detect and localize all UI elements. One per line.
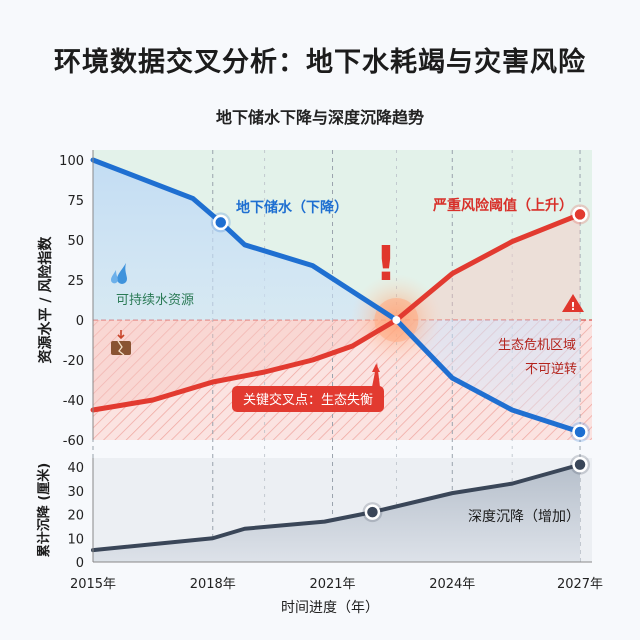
danger-zone-annotation: ! 生态危机区域 不可逆转 [498,294,584,377]
exclamation-icon: ! [375,236,397,292]
y-tick-label-top: 50 [67,234,84,249]
x-tick-label: 2021年 [309,577,355,592]
x-tick-label: 2015年 [70,577,116,592]
water-drops-icon [111,263,127,284]
safe-zone-annotation: 可持续水资源 [111,263,194,308]
y-axis-label-bottom: 累计沉降 (厘米) [36,463,52,557]
x-tick-label: 2018年 [190,577,236,592]
svg-text:!: ! [375,236,397,292]
cracked-ground-icon [111,330,131,356]
warning-triangle-icon: ! [562,294,584,313]
risk-line [90,211,583,413]
subsidence-point-end [572,456,588,473]
groundwater-line [90,157,583,435]
crossover-callout: 关键交叉点：生态失衡 [232,362,384,412]
risk-area [93,214,581,410]
y-tick-label-top: 25 [67,274,84,289]
y-axis-label-top: 资源水平 / 风险指数 [37,236,54,364]
x-axis-label: 时间进度（年） [281,600,379,616]
y-tick-label-top: 0 [76,314,84,329]
x-tick-label: 2024年 [429,577,475,592]
y-tick-label-bottom: 20 [67,509,84,524]
y-tick-label-bottom: 0 [76,556,84,571]
series-lines [90,157,583,553]
y-tick-label-bottom: 10 [67,532,84,547]
y-tick-label-top: 100 [59,154,84,169]
groundwater-area [93,160,581,432]
svg-text:!: ! [570,300,575,313]
y-tick-label-top: -40 [63,394,84,409]
series-label-risk: 严重风险阈值（上升） [432,197,573,214]
y-tick-label-top: 75 [67,194,84,209]
subsidence-line [91,462,583,553]
danger-zone-label-1: 生态危机区域 [498,338,576,353]
axes: 2015年 2018年 2021年 2024年 2027年1007550250-20-4… [59,150,603,592]
y-tick-label-top: -60 [63,434,84,449]
x-tick-label: 2027年 [557,577,603,592]
risk-point-end [572,206,588,223]
y-tick-label-bottom: 40 [67,461,84,476]
series-points [210,204,591,523]
crossover-label: 关键交叉点：生态失衡 [243,392,373,408]
series-label-subsidence: 深度沉降（增加） [468,509,580,525]
crossover-point [392,316,401,324]
danger-zone-label-2: 不可逆转 [525,361,577,377]
y-tick-label-top: -20 [63,354,84,369]
page-title: 环境数据交叉分析：地下水耗竭与灾害风险 [54,47,586,78]
chart-subtitle: 地下储水下降与深度沉降趋势 [215,108,424,127]
safe-zone-label: 可持续水资源 [116,293,194,308]
groundwater-point-2018 [212,214,229,231]
groundwater-point-end [572,424,588,440]
series-label-groundwater: 地下储水（下降） [236,199,348,216]
subsidence-point-mid [364,504,381,520]
y-tick-label-bottom: 30 [67,485,84,500]
